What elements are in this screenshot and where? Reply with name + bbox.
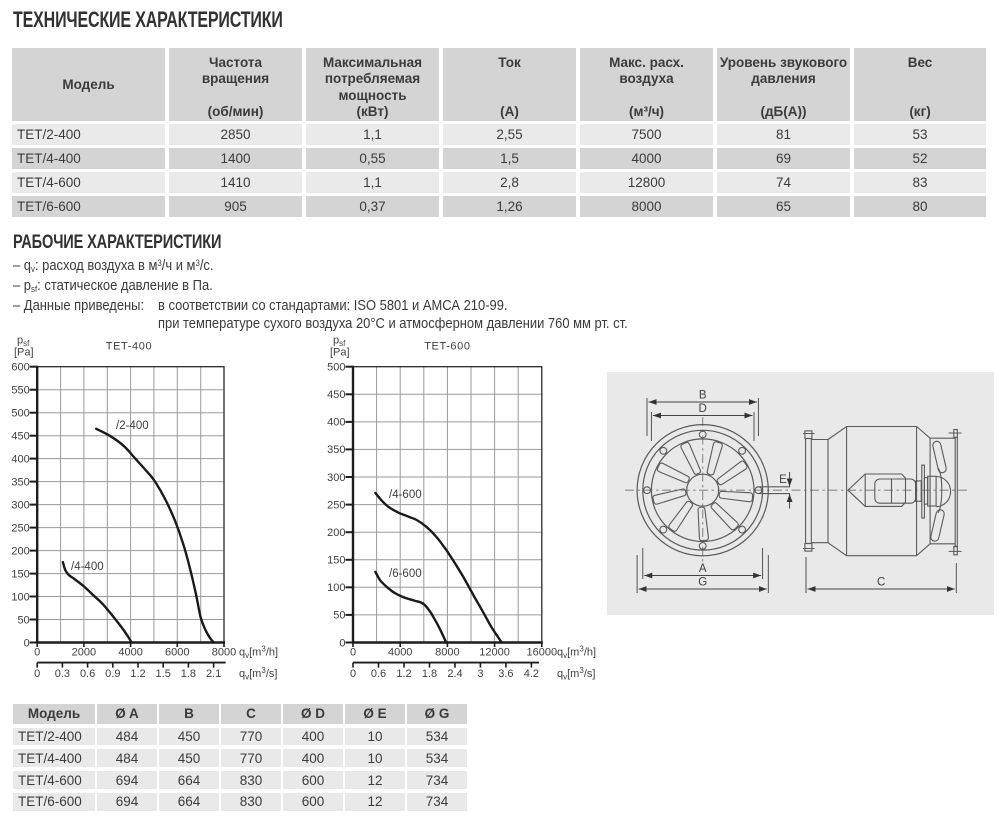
svg-text:3: 3 [477,668,483,680]
svg-text:50: 50 [17,614,29,626]
svg-text:0: 0 [24,637,30,649]
svg-text:450: 450 [11,431,29,443]
svg-text:350: 350 [11,476,29,488]
svg-text:8000: 8000 [435,647,459,659]
svg-text:1.2: 1.2 [396,668,411,680]
svg-text:2000: 2000 [72,647,96,659]
svg-text:0: 0 [339,637,345,649]
svg-text:150: 150 [327,555,345,567]
svg-text:1.8: 1.8 [181,668,196,680]
svg-text:0: 0 [34,647,40,659]
svg-text:400: 400 [327,417,345,429]
svg-text:16000: 16000 [527,647,558,659]
svg-text:0.6: 0.6 [80,668,95,680]
svg-text:4.2: 4.2 [524,668,539,680]
svg-text:[Pa]: [Pa] [14,347,34,359]
svg-text:300: 300 [327,472,345,484]
svg-text:0.3: 0.3 [55,668,70,680]
svg-text:100: 100 [327,582,345,594]
svg-text:500: 500 [327,362,345,374]
svg-text:C: C [877,577,885,589]
svg-text:2.4: 2.4 [447,668,462,680]
svg-text:2.1: 2.1 [206,668,221,680]
svg-text:250: 250 [11,522,29,534]
svg-text:300: 300 [11,499,29,511]
svg-text:D: D [699,403,707,415]
svg-text:qv[m3/h]: qv[m3/h] [239,645,278,661]
svg-text:100: 100 [11,591,29,603]
svg-text:qv[m3/s]: qv[m3/s] [239,666,277,682]
svg-text:E: E [779,474,787,486]
svg-text:12000: 12000 [479,647,510,659]
svg-text:TET-400: TET-400 [106,341,152,353]
svg-text:1.8: 1.8 [422,668,437,680]
svg-text:600: 600 [11,362,29,374]
svg-text:3.6: 3.6 [498,668,513,680]
svg-text:/4-600: /4-600 [389,489,422,501]
svg-text:qv[m3/s]: qv[m3/s] [557,666,595,682]
svg-text:0.6: 0.6 [371,668,386,680]
svg-text:500: 500 [11,408,29,420]
svg-text:TET-600: TET-600 [424,341,470,353]
svg-text:[Pa]: [Pa] [330,347,350,359]
svg-text:250: 250 [327,499,345,511]
svg-text:200: 200 [327,527,345,539]
svg-text:B: B [699,390,707,402]
svg-text:A: A [699,563,707,575]
svg-text:0: 0 [350,668,356,680]
svg-text:4000: 4000 [118,647,142,659]
svg-text:350: 350 [327,444,345,456]
svg-text:150: 150 [11,568,29,580]
svg-text:200: 200 [11,545,29,557]
svg-text:450: 450 [327,389,345,401]
svg-text:50: 50 [333,610,345,622]
svg-text:8000: 8000 [212,647,236,659]
svg-text:550: 550 [11,385,29,397]
svg-text:0: 0 [34,668,40,680]
svg-text:400: 400 [11,453,29,465]
svg-text:/2-400: /2-400 [116,420,149,432]
svg-text:1.5: 1.5 [156,668,171,680]
svg-text:4000: 4000 [388,647,412,659]
svg-text:0: 0 [350,647,356,659]
svg-text:0.9: 0.9 [105,668,120,680]
svg-text:6000: 6000 [165,647,189,659]
svg-text:1.2: 1.2 [130,668,145,680]
svg-text:/4-400: /4-400 [71,561,104,573]
svg-text:/6-600: /6-600 [389,568,422,580]
svg-text:G: G [698,577,707,589]
svg-text:qv[m3/h]: qv[m3/h] [557,645,596,661]
